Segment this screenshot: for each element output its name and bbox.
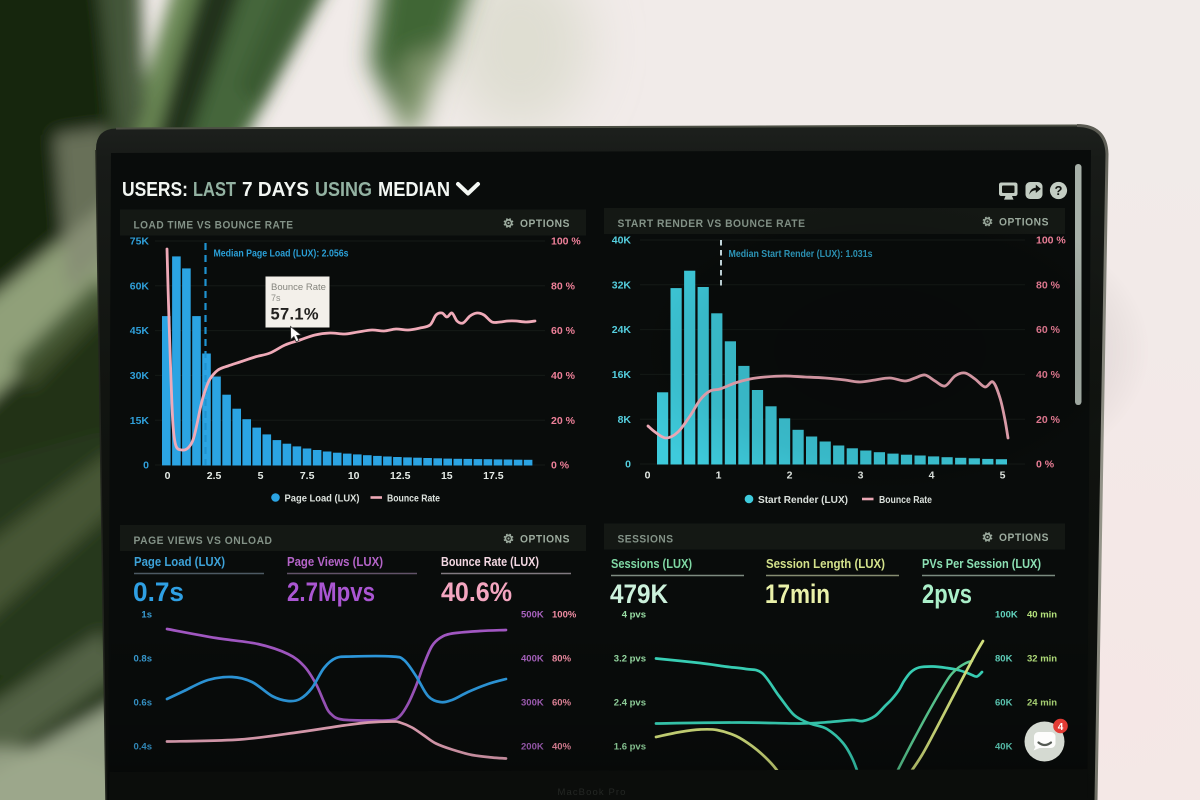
svg-text:17.5: 17.5 bbox=[483, 470, 504, 482]
svg-text:0: 0 bbox=[165, 470, 171, 482]
svg-text:0: 0 bbox=[625, 459, 631, 471]
svg-text:PAGE VIEWS VS ONLOAD: PAGE VIEWS VS ONLOAD bbox=[134, 535, 273, 547]
svg-text:30K: 30K bbox=[130, 370, 150, 382]
svg-text:OPTIONS: OPTIONS bbox=[520, 218, 570, 230]
svg-text:7 DAYS: 7 DAYS bbox=[242, 178, 309, 201]
svg-text:OPTIONS: OPTIONS bbox=[999, 532, 1049, 544]
svg-text:4: 4 bbox=[1058, 722, 1064, 733]
svg-text:100 %: 100 % bbox=[551, 236, 581, 248]
svg-text:OPTIONS: OPTIONS bbox=[520, 534, 570, 546]
svg-text:60K: 60K bbox=[130, 280, 150, 292]
svg-text:32K: 32K bbox=[612, 279, 632, 291]
svg-text:7.5: 7.5 bbox=[300, 470, 315, 482]
svg-text:20 %: 20 % bbox=[551, 415, 576, 427]
svg-text:LOAD TIME VS BOUNCE RATE: LOAD TIME VS BOUNCE RATE bbox=[134, 220, 294, 232]
svg-text:MEDIAN: MEDIAN bbox=[378, 178, 450, 201]
svg-text:Median Page Load (LUX): 2.056s: Median Page Load (LUX): 2.056s bbox=[214, 248, 349, 260]
svg-text:Page Views (LUX): Page Views (LUX) bbox=[287, 555, 383, 569]
svg-text:75K: 75K bbox=[130, 236, 150, 248]
svg-text:Page Load (LUX): Page Load (LUX) bbox=[285, 494, 360, 505]
svg-text:MacBook Pro: MacBook Pro bbox=[557, 787, 626, 798]
svg-text:15: 15 bbox=[441, 470, 453, 482]
svg-text:10: 10 bbox=[348, 470, 360, 482]
svg-text:Page Load (LUX): Page Load (LUX) bbox=[134, 555, 225, 569]
svg-text:57.1%: 57.1% bbox=[271, 306, 319, 324]
svg-text:Bounce Rate (LUX): Bounce Rate (LUX) bbox=[441, 555, 539, 569]
svg-text:0: 0 bbox=[143, 460, 149, 472]
svg-text:0 %: 0 % bbox=[551, 460, 570, 472]
svg-text:PVs Per Session (LUX): PVs Per Session (LUX) bbox=[922, 557, 1041, 571]
svg-text:15K: 15K bbox=[130, 415, 150, 427]
svg-text:Sessions (LUX): Sessions (LUX) bbox=[611, 557, 692, 571]
svg-text:LAST: LAST bbox=[193, 178, 236, 201]
svg-text:12.5: 12.5 bbox=[390, 470, 411, 482]
svg-text:8K: 8K bbox=[618, 414, 632, 426]
svg-text:2.5: 2.5 bbox=[207, 470, 222, 482]
svg-text:7s: 7s bbox=[271, 293, 281, 303]
svg-text:?: ? bbox=[1055, 183, 1063, 198]
svg-text:60 %: 60 % bbox=[551, 325, 576, 337]
svg-text:Session Length (LUX): Session Length (LUX) bbox=[766, 557, 885, 571]
svg-text:USING: USING bbox=[315, 178, 372, 201]
svg-text:SESSIONS: SESSIONS bbox=[618, 534, 674, 546]
svg-text:USERS:: USERS: bbox=[122, 178, 188, 201]
svg-text:40K: 40K bbox=[612, 235, 632, 247]
svg-text:45K: 45K bbox=[130, 325, 150, 337]
svg-text:Bounce Rate: Bounce Rate bbox=[387, 494, 440, 505]
svg-text:40 %: 40 % bbox=[551, 370, 576, 382]
svg-text:5: 5 bbox=[258, 470, 264, 482]
svg-text:80 %: 80 % bbox=[551, 280, 576, 292]
svg-text:0: 0 bbox=[645, 470, 651, 482]
svg-text:Bounce Rate: Bounce Rate bbox=[271, 282, 326, 293]
